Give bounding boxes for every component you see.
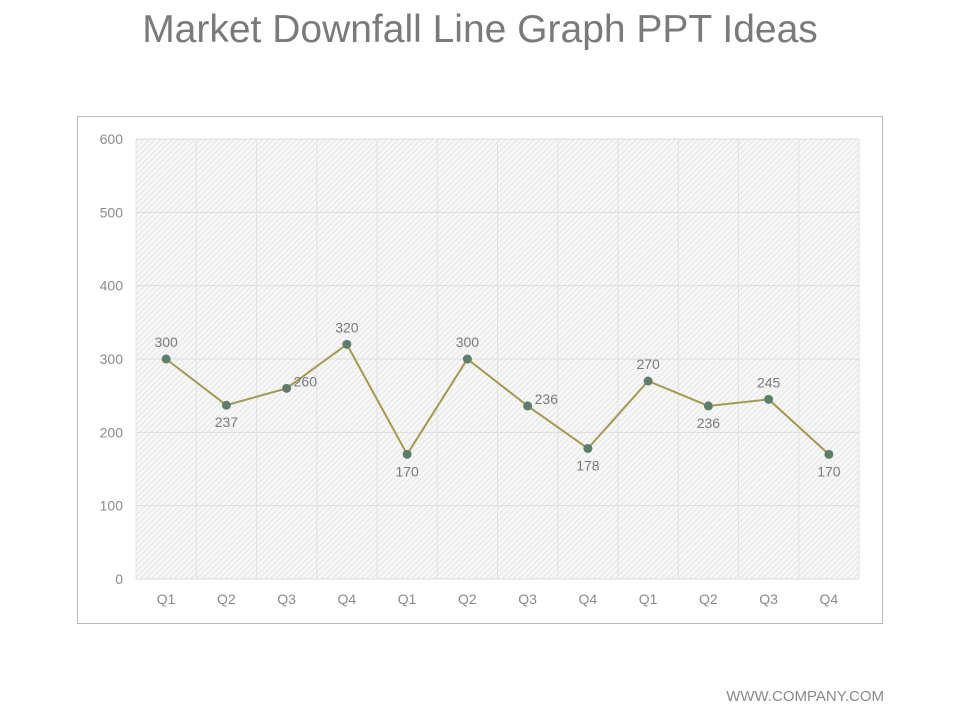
data-point[interactable]	[161, 354, 171, 364]
data-point[interactable]	[764, 394, 774, 404]
data-label: 236	[535, 391, 559, 407]
y-tick-label: 100	[100, 498, 124, 514]
data-point[interactable]	[282, 383, 292, 393]
slide-title: Market Downfall Line Graph PPT Ideas	[142, 8, 818, 51]
x-tick-label: Q2	[458, 591, 477, 607]
x-tick-label: Q3	[759, 591, 778, 607]
data-point[interactable]	[221, 400, 231, 410]
x-tick-label: Q4	[579, 591, 598, 607]
data-label: 260	[294, 373, 318, 389]
y-tick-label: 200	[100, 424, 124, 440]
x-tick-label: Q4	[338, 591, 357, 607]
x-tick-label: Q2	[699, 591, 718, 607]
data-label: 170	[817, 463, 841, 479]
data-label: 320	[335, 319, 359, 335]
data-label: 236	[697, 415, 721, 431]
x-tick-label: Q1	[398, 591, 417, 607]
x-tick-label: Q3	[518, 591, 537, 607]
data-point[interactable]	[643, 376, 653, 386]
x-tick-label: Q3	[277, 591, 296, 607]
y-tick-label: 400	[100, 278, 124, 294]
y-tick-label: 600	[100, 131, 124, 147]
data-label: 270	[636, 356, 660, 372]
data-label: 300	[154, 334, 178, 350]
footer-url: WWW.COMPANY.COM	[726, 688, 884, 705]
data-point[interactable]	[462, 354, 472, 364]
data-label: 245	[757, 374, 781, 390]
data-label: 237	[215, 414, 239, 430]
data-point[interactable]	[824, 449, 834, 459]
series-line	[165, 342, 830, 457]
data-label: 170	[395, 463, 419, 479]
y-tick-label: 500	[100, 204, 124, 220]
data-point[interactable]	[703, 401, 713, 411]
y-tick-label: 300	[100, 351, 124, 367]
x-tick-label: Q1	[639, 591, 658, 607]
data-point[interactable]	[342, 339, 352, 349]
data-label: 300	[456, 334, 480, 350]
y-tick-label: 0	[115, 571, 123, 587]
x-tick-label: Q4	[820, 591, 839, 607]
data-point[interactable]	[583, 443, 593, 453]
data-point[interactable]	[523, 401, 533, 411]
data-label: 178	[576, 457, 600, 473]
data-point[interactable]	[402, 449, 412, 459]
x-tick-label: Q1	[157, 591, 176, 607]
x-tick-label: Q2	[217, 591, 236, 607]
